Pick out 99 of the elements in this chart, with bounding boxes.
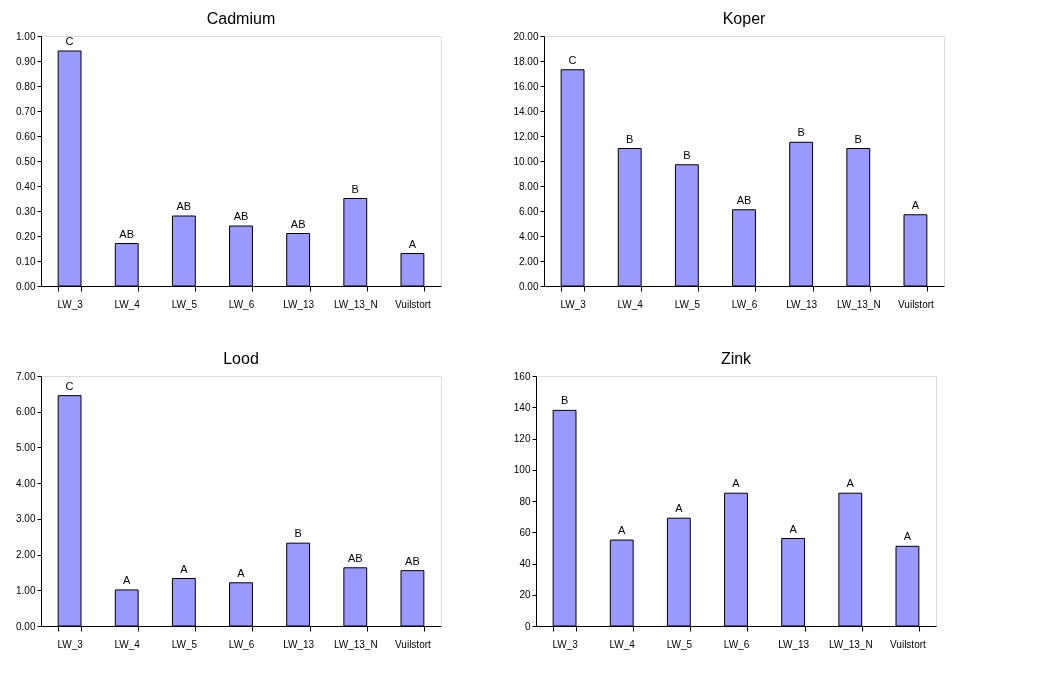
x-tick-label: LW_4: [114, 638, 141, 650]
x-tick-label: LW_13: [786, 298, 818, 310]
x-tick-label: LW_4: [617, 298, 644, 310]
data-label: A: [237, 566, 246, 579]
y-tick-label: 16.00: [513, 80, 539, 92]
y-tick-label: 0.60: [16, 130, 36, 142]
y-tick-label: 3.00: [16, 513, 36, 525]
x-tick-label: LW_3: [560, 298, 587, 310]
data-label: AB: [736, 193, 752, 206]
y-tick-label: 160: [513, 370, 531, 382]
data-label: A: [180, 562, 189, 575]
data-label: A: [789, 522, 798, 535]
y-tick-label: 2.00: [519, 255, 539, 267]
x-tick-label: LW_6: [731, 298, 758, 310]
data-label: A: [123, 573, 132, 586]
x-tick-label: LW_6: [228, 298, 255, 310]
x-tick-label: Vuilstort: [898, 298, 935, 310]
x-tick-label: LW_13_N: [836, 298, 881, 310]
data-label: B: [351, 182, 359, 195]
x-tick-label: LW_13: [283, 298, 315, 310]
y-tick-label: 0.00: [519, 280, 539, 292]
y-tick-label: 0.40: [16, 180, 36, 192]
y-tick-label: 6.00: [16, 406, 36, 418]
x-tick-label: LW_3: [552, 638, 579, 650]
y-tick-label: 0.10: [16, 255, 36, 267]
y-tick-label: 120: [513, 433, 531, 444]
y-tick-label: 5.00: [16, 441, 36, 453]
data-label: AB: [290, 217, 306, 230]
x-tick-label: LW_5: [171, 638, 198, 650]
y-tick-label: 40: [519, 558, 531, 569]
y-tick-label: 4.00: [519, 230, 539, 242]
y-tick-label: 6.00: [519, 205, 539, 217]
x-tick-label: LW_5: [666, 638, 693, 650]
data-label: A: [846, 477, 855, 490]
x-tick-label: Vuilstort: [395, 298, 432, 310]
y-tick-label: 60: [519, 526, 531, 538]
x-tick-label: Vuilstort: [890, 638, 927, 650]
y-tick-label: 0.00: [16, 280, 36, 292]
y-tick-label: 0.50: [16, 155, 36, 167]
data-label: A: [903, 530, 912, 543]
y-tick-label: 20.00: [513, 30, 539, 42]
data-label: AB: [347, 551, 363, 564]
data-label: AB: [119, 227, 135, 240]
y-tick-label: 2.00: [16, 549, 36, 561]
x-tick-label: LW_3: [57, 638, 84, 650]
data-label: AB: [176, 200, 192, 212]
y-tick-label: 1.00: [16, 584, 36, 596]
y-tick-label: 7.00: [16, 370, 36, 382]
x-tick-label: LW_6: [228, 638, 255, 650]
data-label: B: [797, 126, 805, 139]
y-tick-label: 0.70: [16, 105, 36, 117]
chart-title: Cadmium: [206, 10, 276, 27]
data-label: C: [65, 379, 74, 392]
y-tick-label: 140: [513, 401, 531, 413]
x-tick-label: LW_4: [114, 298, 141, 310]
x-tick-label: LW_13_N: [333, 298, 378, 310]
y-tick-label: 0.00: [16, 620, 36, 632]
y-tick-label: 8.00: [519, 180, 539, 192]
data-label: B: [560, 394, 569, 407]
x-tick-label: LW_3: [57, 298, 84, 310]
x-tick-label: Vuilstort: [395, 638, 432, 650]
x-tick-label: LW_6: [723, 638, 750, 650]
x-tick-label: LW_5: [674, 298, 701, 310]
chart-title: Lood: [223, 350, 259, 367]
data-label: A: [408, 237, 417, 250]
y-tick-label: 14.00: [513, 105, 539, 117]
y-tick-label: 80: [519, 495, 531, 507]
data-label: A: [675, 502, 684, 515]
x-tick-label: LW_13: [778, 638, 810, 650]
data-label: A: [911, 198, 920, 211]
y-tick-label: 10.00: [513, 155, 539, 167]
y-tick-label: 12.00: [513, 130, 539, 142]
data-label: B: [294, 527, 302, 540]
data-label: C: [65, 35, 74, 47]
x-tick-label: LW_13_N: [828, 638, 873, 650]
y-tick-label: 0.80: [16, 80, 36, 92]
data-label: AB: [233, 210, 249, 222]
y-tick-label: 18.00: [513, 55, 539, 67]
data-label: B: [683, 148, 691, 161]
y-tick-label: 0.30: [16, 205, 36, 217]
y-tick-label: 0.20: [16, 230, 36, 242]
y-tick-label: 0.90: [16, 55, 36, 67]
x-tick-label: LW_13_N: [333, 638, 378, 650]
data-label: AB: [405, 554, 420, 567]
y-tick-label: 20: [519, 589, 531, 601]
y-tick-label: 0: [524, 620, 531, 632]
data-label: A: [732, 477, 741, 490]
y-tick-label: 100: [513, 464, 531, 476]
data-label: B: [626, 132, 634, 145]
chart-title: Koper: [722, 10, 767, 27]
x-tick-label: LW_4: [609, 638, 636, 650]
data-label: C: [568, 53, 577, 66]
y-tick-label: 1.00: [16, 30, 36, 42]
x-tick-label: LW_5: [171, 298, 198, 310]
chart-title: Zink: [720, 350, 753, 367]
data-label: B: [854, 132, 862, 145]
data-label: A: [618, 524, 627, 537]
x-tick-label: LW_13: [283, 638, 315, 650]
y-tick-label: 4.00: [16, 477, 36, 489]
